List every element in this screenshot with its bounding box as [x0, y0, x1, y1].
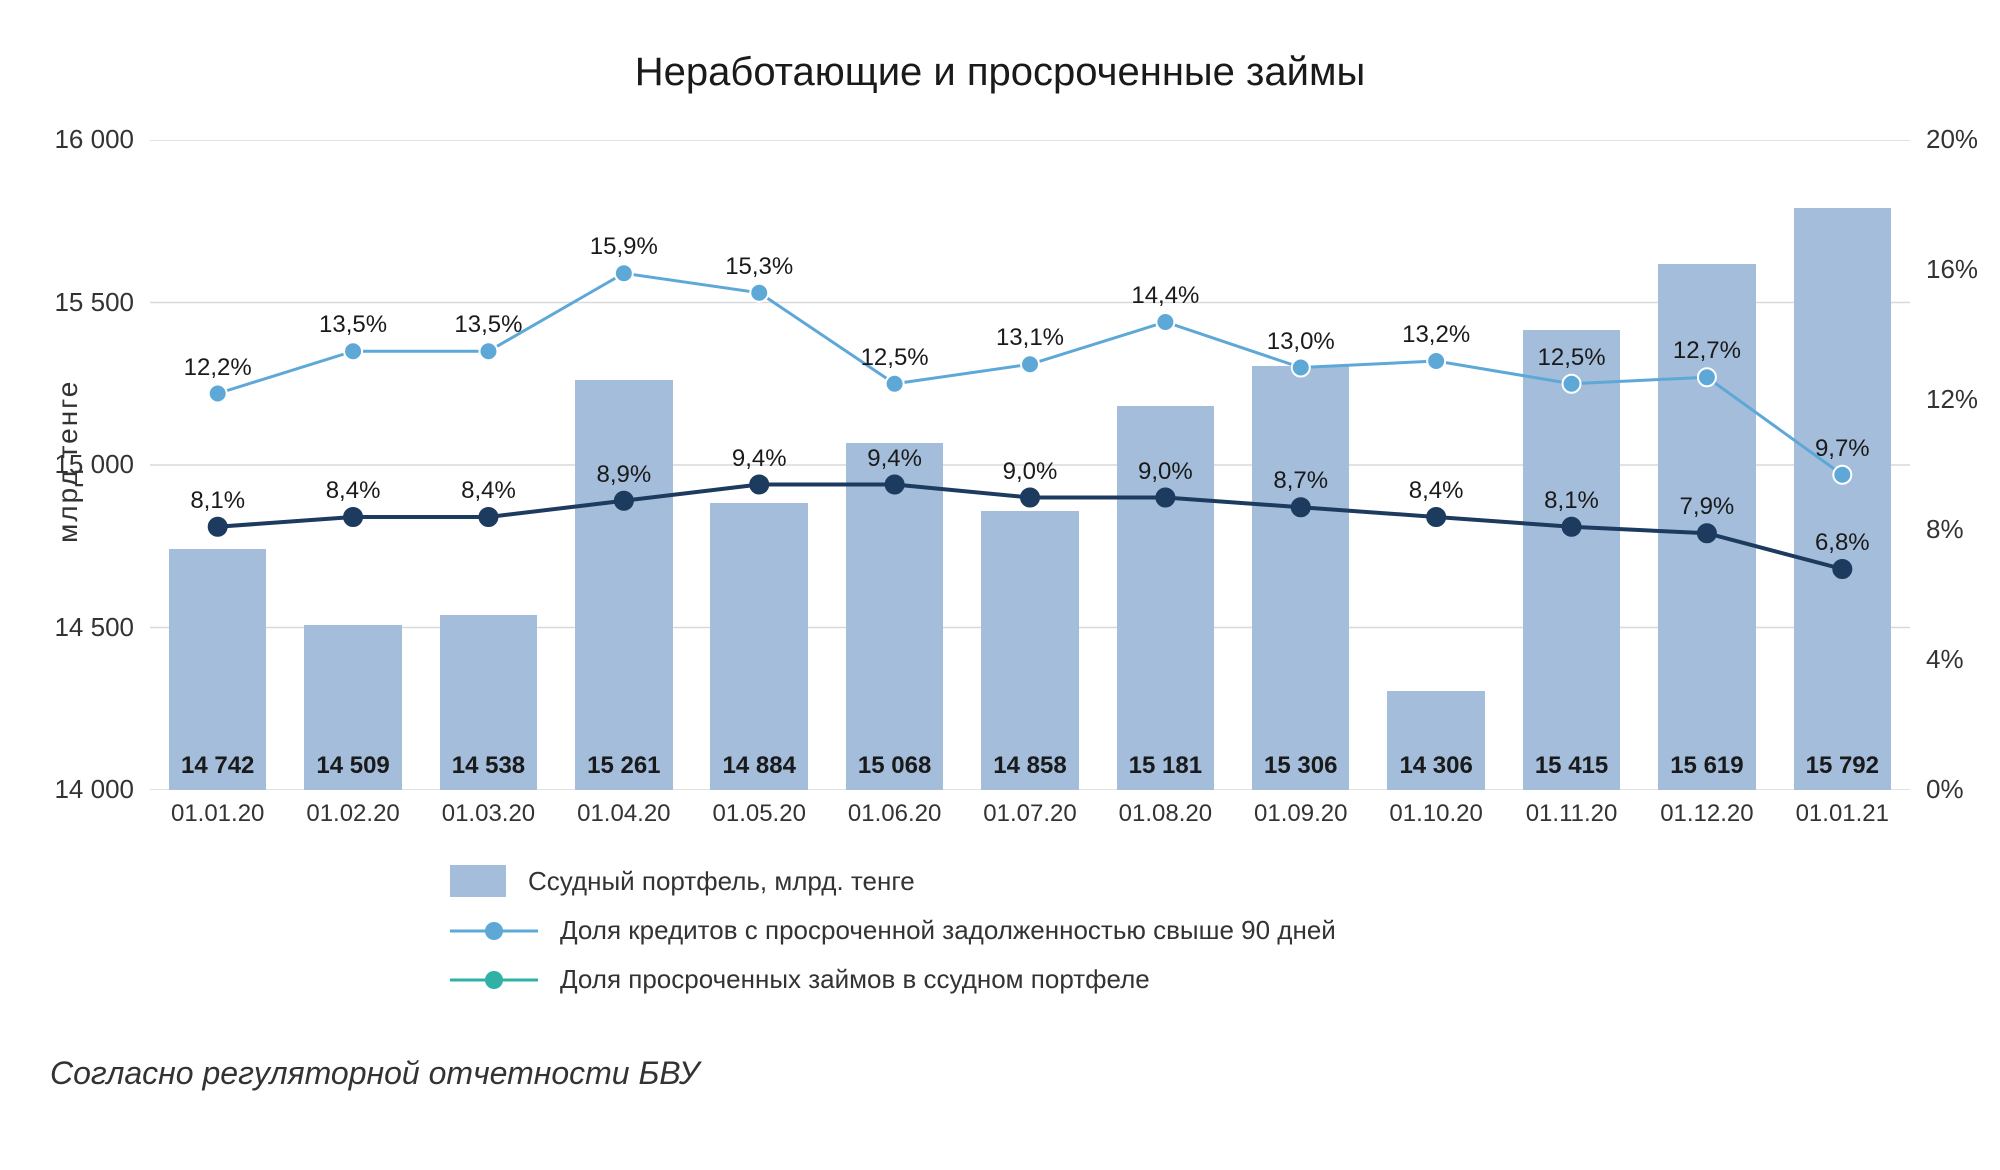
- over90-marker: [479, 342, 497, 360]
- x-tick-label: 01.05.20: [692, 800, 827, 828]
- overdue-share-label: 8,4%: [1368, 477, 1503, 505]
- chart-title: Неработающие и просроченные займы: [0, 50, 2000, 95]
- y1-tick-label: 14 000: [24, 774, 134, 805]
- overdue-share-label: 8,1%: [150, 487, 285, 515]
- over90-marker: [1833, 466, 1851, 484]
- x-tick-label: 01.11.20: [1504, 800, 1639, 828]
- over90-label: 14,4%: [1098, 282, 1233, 310]
- over90-marker: [344, 342, 362, 360]
- over90-marker: [886, 375, 904, 393]
- legend-bar-swatch: [450, 865, 506, 897]
- over90-label: 12,5%: [827, 344, 962, 372]
- over90-marker: [1427, 352, 1445, 370]
- x-tick-label: 01.09.20: [1233, 800, 1368, 828]
- overdue-share-marker: [209, 518, 227, 536]
- chart-container: Неработающие и просроченные займы млрд т…: [0, 0, 2000, 1170]
- overdue-share-marker: [344, 508, 362, 526]
- over90-label: 13,2%: [1368, 321, 1503, 349]
- overdue-share-label: 9,4%: [692, 445, 827, 473]
- y1-tick-label: 15 500: [24, 287, 134, 318]
- over90-label: 12,7%: [1639, 337, 1774, 365]
- over90-marker: [1563, 375, 1581, 393]
- over90-label: 13,1%: [962, 324, 1097, 352]
- legend: Ссудный портфель, млрд. тенге Доля кредит…: [450, 865, 1336, 1013]
- legend-label: Ссудный портфель, млрд. тенге: [528, 866, 915, 897]
- legend-label: Доля кредитов с просроченной задолженнос…: [560, 915, 1336, 946]
- overdue-share-label: 6,8%: [1775, 529, 1910, 557]
- over90-label: 15,3%: [692, 253, 827, 281]
- y1-tick-label: 15 000: [24, 449, 134, 480]
- y2-tick-label: 20%: [1926, 124, 1978, 155]
- overdue-share-marker: [1698, 524, 1716, 542]
- plot-area: 14 00014 50015 00015 50016 0000%4%8%12%1…: [150, 140, 1910, 790]
- y1-tick-label: 16 000: [24, 124, 134, 155]
- x-tick-label: 01.03.20: [421, 800, 556, 828]
- overdue-share-marker: [1292, 498, 1310, 516]
- overdue-share-marker: [750, 476, 768, 494]
- legend-label: Доля просроченных займов в ссудном портф…: [560, 964, 1150, 995]
- legend-item: Ссудный портфель, млрд. тенге: [450, 865, 1336, 897]
- over90-marker: [1021, 355, 1039, 373]
- overdue-share-marker: [1833, 560, 1851, 578]
- over90-marker: [1698, 368, 1716, 386]
- x-tick-label: 01.07.20: [962, 800, 1097, 828]
- over90-label: 13,5%: [421, 311, 556, 339]
- over90-marker: [1156, 313, 1174, 331]
- y2-tick-label: 4%: [1926, 644, 1964, 675]
- legend-item: Доля просроченных займов в ссудном портф…: [450, 964, 1336, 995]
- over90-label: 9,7%: [1775, 435, 1910, 463]
- legend-item: Доля кредитов с просроченной задолженнос…: [450, 915, 1336, 946]
- overdue-share-marker: [1021, 489, 1039, 507]
- over90-marker: [615, 264, 633, 282]
- overdue-share-label: 9,4%: [827, 445, 962, 473]
- overdue-share-label: 9,0%: [962, 458, 1097, 486]
- over90-marker: [1292, 359, 1310, 377]
- overdue-share-marker: [615, 492, 633, 510]
- x-tick-label: 01.01.20: [150, 800, 285, 828]
- footnote: Согласно регуляторной отчетности БВУ: [50, 1055, 699, 1092]
- x-tick-label: 01.12.20: [1639, 800, 1774, 828]
- overdue-share-marker: [886, 476, 904, 494]
- y2-tick-label: 16%: [1926, 254, 1978, 285]
- x-tick-label: 01.08.20: [1098, 800, 1233, 828]
- x-tick-label: 01.01.21: [1775, 800, 1910, 828]
- over90-marker: [750, 284, 768, 302]
- overdue-share-label: 8,9%: [556, 461, 691, 489]
- x-tick-label: 01.06.20: [827, 800, 962, 828]
- over90-label: 15,9%: [556, 233, 691, 261]
- x-tick-label: 01.04.20: [556, 800, 691, 828]
- overdue-share-marker: [1427, 508, 1445, 526]
- overdue-share-label: 8,1%: [1504, 487, 1639, 515]
- legend-line-swatch: [450, 920, 538, 942]
- legend-line-swatch: [450, 969, 538, 991]
- overdue-share-marker: [1563, 518, 1581, 536]
- over90-label: 13,0%: [1233, 328, 1368, 356]
- x-tick-label: 01.10.20: [1368, 800, 1503, 828]
- x-tick-label: 01.02.20: [285, 800, 420, 828]
- overdue-share-label: 9,0%: [1098, 458, 1233, 486]
- over90-label: 12,2%: [150, 354, 285, 382]
- over90-marker: [209, 385, 227, 403]
- y1-tick-label: 14 500: [24, 612, 134, 643]
- overdue-share-label: 8,4%: [421, 477, 556, 505]
- y2-tick-label: 12%: [1926, 384, 1978, 415]
- y2-tick-label: 8%: [1926, 514, 1964, 545]
- overdue-share-marker: [479, 508, 497, 526]
- overdue-share-label: 8,7%: [1233, 467, 1368, 495]
- y2-tick-label: 0%: [1926, 774, 1964, 805]
- overdue-share-marker: [1156, 489, 1174, 507]
- overdue-share-label: 7,9%: [1639, 493, 1774, 521]
- overdue-share-label: 8,4%: [285, 477, 420, 505]
- over90-label: 13,5%: [285, 311, 420, 339]
- over90-label: 12,5%: [1504, 344, 1639, 372]
